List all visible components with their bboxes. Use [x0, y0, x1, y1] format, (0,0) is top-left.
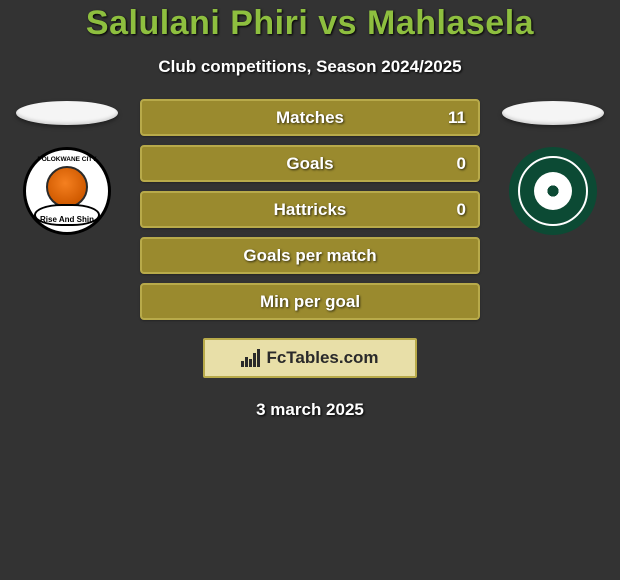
stat-label: Matches	[276, 108, 344, 128]
snapshot-date: 3 march 2025	[0, 400, 620, 420]
stat-row-hattricks: Hattricks 0	[140, 191, 480, 228]
stat-row-goals: Goals 0	[140, 145, 480, 182]
stat-row-matches: Matches 11	[140, 99, 480, 136]
stat-value: 0	[457, 200, 466, 220]
page-title: Salulani Phiri vs Mahlasela	[0, 4, 620, 43]
stat-row-min-per-goal: Min per goal	[140, 283, 480, 320]
left-player-col: POLOKWANE CITY Rise And Shin	[12, 99, 122, 235]
stat-row-goals-per-match: Goals per match	[140, 237, 480, 274]
left-club-ring-text: POLOKWANE CITY	[37, 156, 96, 163]
stat-label: Goals	[286, 154, 333, 174]
left-club-inner-icon	[46, 166, 88, 208]
right-club-badge	[509, 147, 597, 235]
right-flag	[502, 101, 604, 125]
left-club-badge: POLOKWANE CITY Rise And Shin	[23, 147, 111, 235]
main-row: POLOKWANE CITY Rise And Shin Matches 11 …	[0, 99, 620, 320]
bar-chart-icon	[241, 349, 260, 367]
brand-text: FcTables.com	[266, 348, 378, 368]
left-club-banner-text: Rise And Shin	[40, 215, 94, 224]
right-club-inner-icon	[534, 172, 572, 210]
comparison-widget: Salulani Phiri vs Mahlasela Club competi…	[0, 0, 620, 420]
right-player-col	[498, 99, 608, 235]
stat-label: Min per goal	[260, 292, 360, 312]
stat-value: 11	[448, 108, 466, 128]
stat-label: Hattricks	[274, 200, 347, 220]
stats-column: Matches 11 Goals 0 Hattricks 0 Goals per…	[140, 99, 480, 320]
stat-label: Goals per match	[243, 246, 376, 266]
left-flag	[16, 101, 118, 125]
brand-attribution[interactable]: FcTables.com	[203, 338, 417, 378]
season-subtitle: Club competitions, Season 2024/2025	[0, 57, 620, 77]
stat-value: 0	[457, 154, 466, 174]
